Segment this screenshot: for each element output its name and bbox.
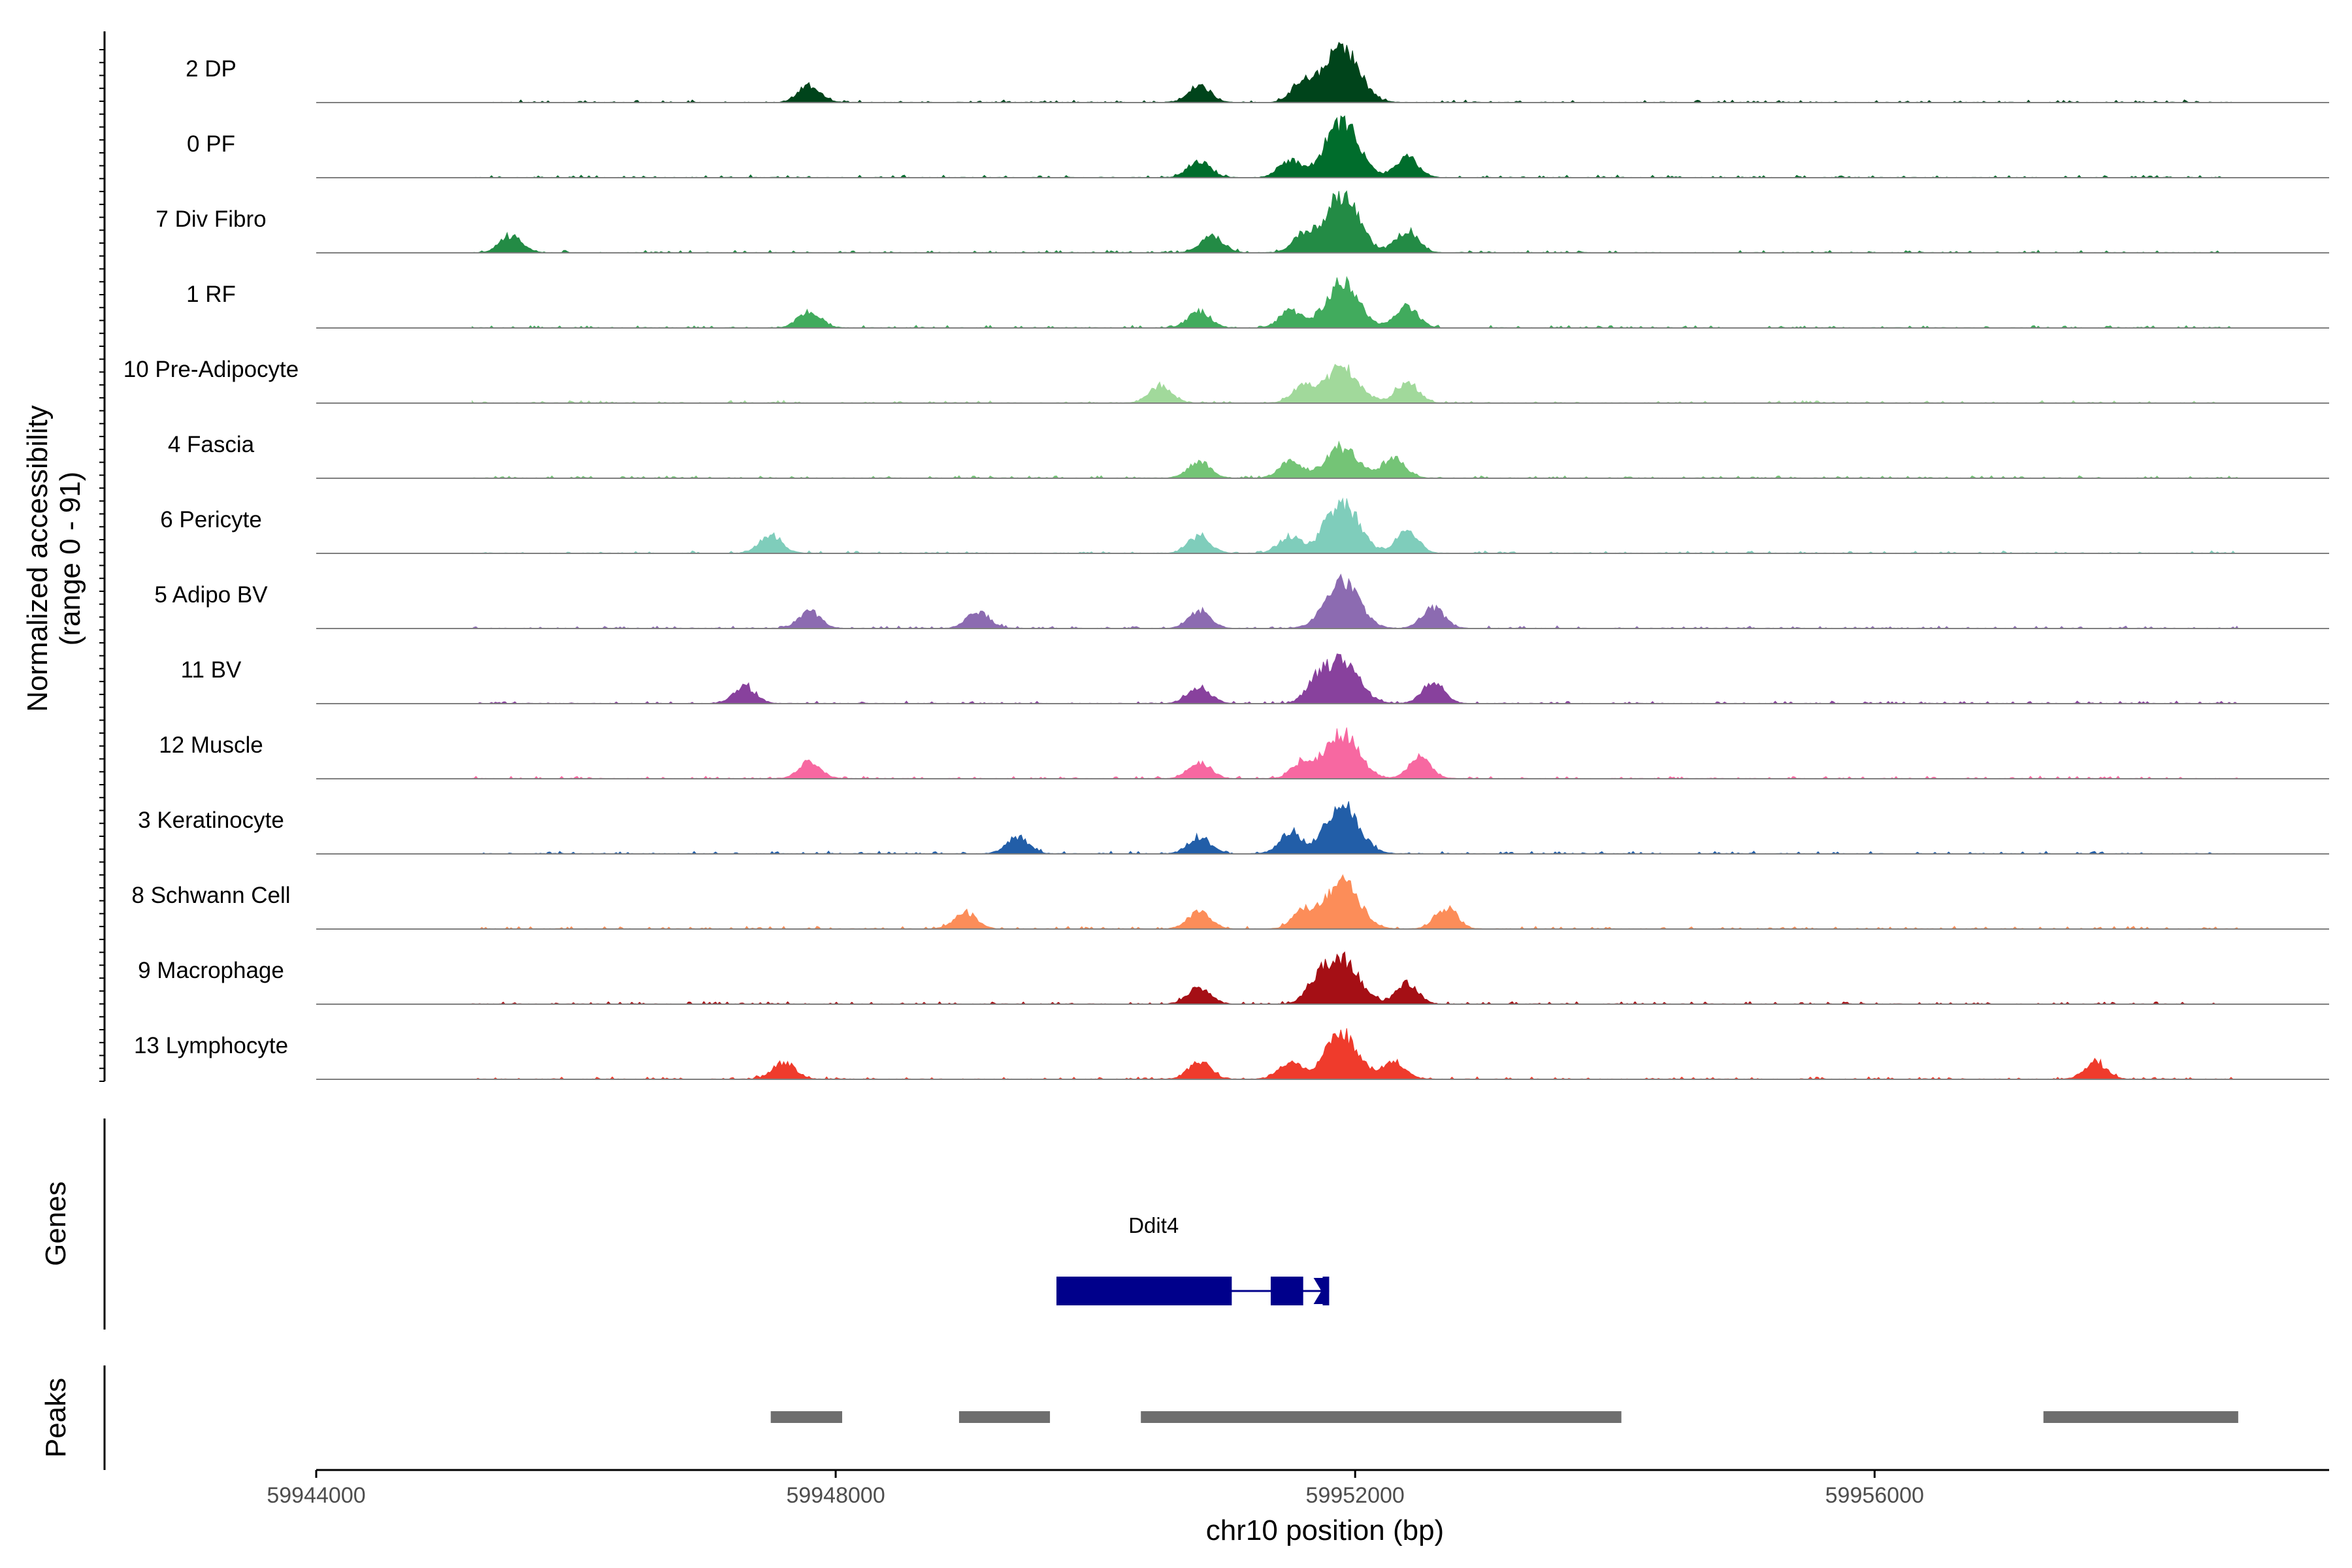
- coverage-area: [471, 276, 2238, 329]
- gene-exon: [1270, 1277, 1303, 1305]
- coverage-ylabel-line2: (range 0 - 91): [54, 472, 86, 646]
- track-label: 9 Macrophage: [138, 958, 284, 983]
- x-axis: 59944000 59948000 59952000 59956000: [267, 1469, 2329, 1508]
- coverage-area: [471, 801, 2238, 855]
- coverage-track: 5 Adipo BV: [154, 573, 2329, 629]
- coverage-area: [471, 190, 2238, 253]
- track-label: 6 Pericyte: [160, 507, 262, 532]
- x-axis-title: chr10 position (bp): [1206, 1514, 1444, 1546]
- coverage-track: 11 BV: [181, 653, 2329, 704]
- track-label: 13 Lymphocyte: [134, 1033, 288, 1058]
- genes-ylabel: Genes: [40, 1181, 72, 1266]
- peaks-ylabel: Peaks: [40, 1378, 72, 1458]
- coverage-area: [470, 573, 2239, 629]
- peak-region: [1141, 1411, 1622, 1423]
- coverage-y-axis: [99, 31, 106, 1082]
- coverage-area: [471, 951, 2238, 1005]
- track-label: 10 Pre-Adipocyte: [123, 357, 299, 382]
- peak-region: [770, 1411, 843, 1423]
- coverage-track: 7 Div Fibro: [155, 190, 2329, 253]
- coverage-track: 9 Macrophage: [138, 951, 2329, 1005]
- track-label: 2 DP: [186, 56, 237, 82]
- coverage-area: [471, 497, 2238, 554]
- peak-region: [2043, 1411, 2238, 1423]
- coverage-tracks: 2 DP 0 PF 7 Div Fibro 1 RF 10 Pre-Adipocyte 4…: [123, 41, 2329, 1080]
- gene-model: Ddit4: [1056, 1213, 1330, 1305]
- gene-exon: [1056, 1277, 1232, 1305]
- coverage-track: 4 Fascia: [168, 432, 2329, 479]
- coverage-area: [471, 874, 2240, 930]
- peak-region: [958, 1411, 1051, 1423]
- track-label: 7 Div Fibro: [155, 206, 266, 232]
- coverage-area: [471, 440, 2240, 479]
- coverage-area: [471, 1028, 2238, 1080]
- coverage-area: [471, 363, 2239, 404]
- x-tick-label: 59956000: [1825, 1483, 1924, 1508]
- coverage-track: 6 Pericyte: [160, 497, 2329, 554]
- x-tick-label: 59952000: [1306, 1483, 1405, 1508]
- gene-exon: [1313, 1278, 1324, 1304]
- track-label: 3 Keratinocyte: [138, 808, 284, 833]
- track-label: 12 Muscle: [159, 732, 263, 758]
- x-tick-label: 59944000: [267, 1483, 365, 1508]
- coverage-track: 3 Keratinocyte: [138, 801, 2329, 855]
- x-tick-label: 59948000: [786, 1483, 885, 1508]
- coverage-track: 8 Schwann Cell: [131, 874, 2329, 930]
- track-label: 8 Schwann Cell: [131, 883, 290, 908]
- track-label: 1 RF: [186, 282, 236, 307]
- coverage-area: [471, 653, 2238, 704]
- coverage-track: 1 RF: [186, 276, 2329, 329]
- track-label: 11 BV: [181, 657, 242, 683]
- peaks-track: [770, 1411, 2238, 1423]
- coverage-track: 13 Lymphocyte: [134, 1028, 2329, 1080]
- coverage-track: 12 Muscle: [159, 727, 2329, 779]
- gene-exon: [1322, 1277, 1330, 1305]
- coverage-track: 2 DP: [186, 41, 2329, 103]
- track-label: 5 Adipo BV: [154, 582, 268, 608]
- genes-track: Ddit4: [1056, 1213, 1330, 1305]
- track-label: 0 PF: [187, 131, 235, 157]
- coverage-area: [471, 41, 2238, 103]
- gene-label: Ddit4: [1128, 1213, 1179, 1237]
- coverage-ylabel-line1: Normalized accessibility: [22, 405, 54, 711]
- track-label: 4 Fascia: [168, 432, 255, 457]
- coverage-area: [471, 727, 2240, 779]
- coverage-track: 10 Pre-Adipocyte: [123, 357, 2329, 404]
- coverage-area: [471, 115, 2238, 178]
- coverage-track: 0 PF: [187, 115, 2329, 178]
